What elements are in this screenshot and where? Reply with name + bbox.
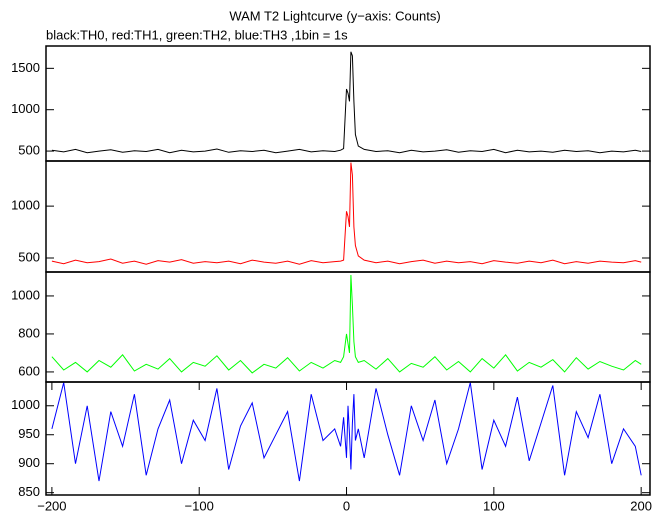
y-tick-label: 800 xyxy=(18,325,40,340)
y-tick-label: 600 xyxy=(18,363,40,378)
x-tick-label: −200 xyxy=(37,498,66,513)
chart-title: WAM T2 Lightcurve (y−axis: Counts) xyxy=(229,8,440,23)
y-tick-label: 500 xyxy=(18,143,40,158)
y-tick-label: 1500 xyxy=(11,60,40,75)
x-tick-label: 200 xyxy=(630,498,652,513)
data-line xyxy=(51,382,642,482)
y-tick-label: 500 xyxy=(18,249,40,264)
x-tick-label: 100 xyxy=(483,498,505,513)
y-tick-label: 1000 xyxy=(11,287,40,302)
y-tick-label: 1000 xyxy=(11,101,40,116)
data-line xyxy=(51,162,642,265)
panel-frame xyxy=(45,271,651,383)
data-line xyxy=(51,51,642,154)
y-tick-label: 1000 xyxy=(11,397,40,412)
panel-frame xyxy=(45,381,651,496)
y-tick-label: 900 xyxy=(18,455,40,470)
chart-subtitle: black:TH0, red:TH1, green:TH2, blue:TH3 … xyxy=(46,27,348,42)
x-tick-label: −100 xyxy=(185,498,214,513)
x-tick-label: 0 xyxy=(343,498,350,513)
y-tick-label: 1000 xyxy=(11,198,40,213)
y-tick-label: 950 xyxy=(18,426,40,441)
y-tick-label: 850 xyxy=(18,484,40,499)
data-line xyxy=(51,274,642,374)
panel-frame xyxy=(45,45,651,162)
